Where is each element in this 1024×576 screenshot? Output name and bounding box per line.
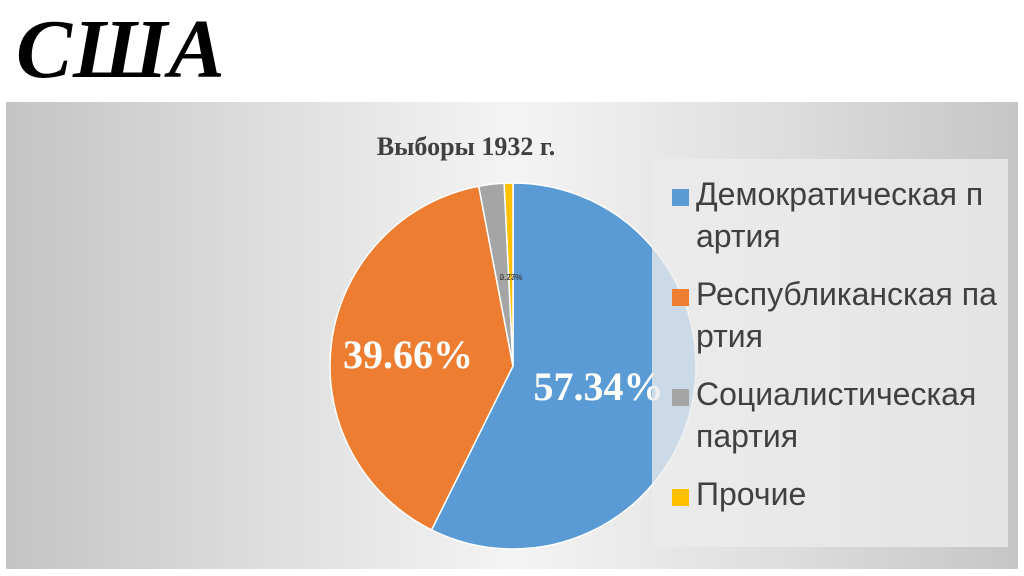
pie-slice-other [503, 182, 514, 367]
data-label-democratic: 57.34% [534, 364, 664, 409]
chart-title: Выборы 1932 г. [376, 132, 556, 161]
data-label-socialist: 2.23% [500, 273, 523, 282]
legend-swatch [672, 389, 689, 406]
pie-slices [329, 182, 697, 550]
data-label-other: 0.77% [500, 273, 523, 282]
pie-slice-republican [329, 185, 514, 531]
legend-label: Демократическая партия [696, 176, 984, 254]
legend-item-socialist: Социалистическая партия [672, 373, 1000, 457]
legend-swatch [672, 189, 689, 206]
legend-label: Прочие [696, 476, 807, 512]
legend-item-democratic: Демократическая партия [672, 173, 1000, 257]
chart-legend: Демократическая партия Республиканская п… [652, 159, 1008, 547]
legend-item-other: Прочие [672, 473, 1000, 515]
slide-title: США [16, 3, 226, 96]
pie-chart: 57.34% 39.66% 2.23%0.77% [329, 182, 697, 550]
legend-swatch [672, 289, 689, 306]
legend-swatch [672, 489, 689, 506]
chart-area: 57.34% 39.66% 2.23% 0.77% Выборы 1932 г. Де… [6, 102, 1018, 569]
pie-data-labels: 57.34% 39.66% 2.23%0.77% [343, 273, 664, 409]
legend-item-republican: Республиканская партия [672, 273, 1000, 357]
data-label-republican: 39.66% [343, 332, 473, 377]
legend-label: Республиканская партия [696, 276, 997, 354]
legend-label: Социалистическая партия [696, 376, 977, 454]
